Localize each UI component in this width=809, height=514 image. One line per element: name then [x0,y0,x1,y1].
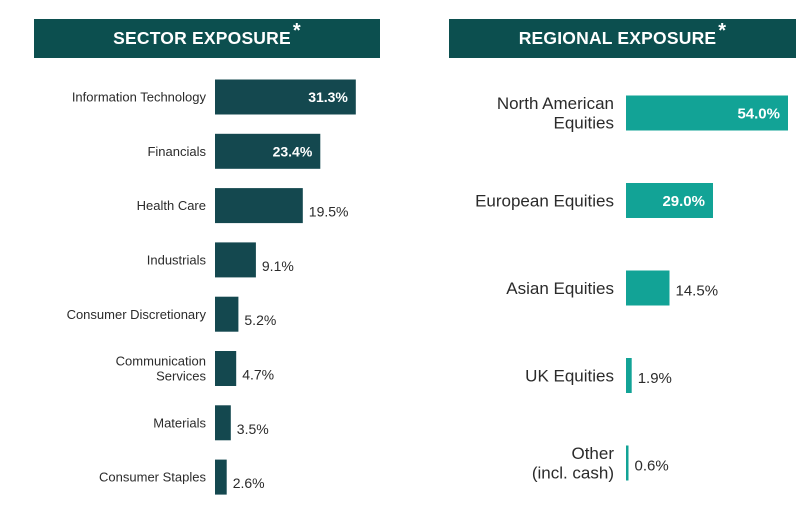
sector-category-label: Consumer Staples [99,470,206,485]
sector-category-label: Communication Services [116,354,207,384]
sector-bar-consumer-staples [215,459,227,495]
sector-category-label: Industrials [147,252,207,267]
region-value-label: 29.0% [662,193,705,210]
region-value-label: 14.5% [676,282,719,299]
sector-category-label: Information Technology [72,90,207,105]
regional-exposure-header: REGIONAL EXPOSURE * [449,19,796,58]
region-category-label: Other (incl. cash) [532,444,615,483]
region-value-label: 1.9% [638,370,672,387]
sector-bar-industrials [215,242,256,278]
sector-bar-information-technology [215,79,356,115]
regional-exposure-chart: North American Equities 54.0% European Equi… [475,94,788,483]
region-category-label: Asian Equities [506,279,614,298]
sector-value-label: 5.2% [244,312,276,328]
region-bar-asian-equities [626,270,670,306]
region-bar-european-equities [626,183,713,218]
regional-title-asterisk: * [718,20,727,42]
sector-title-asterisk: * [292,20,301,42]
sector-bar-materials [215,405,231,441]
region-bar-other-incl-cash [626,445,629,481]
region-bar-uk-equities [626,358,632,393]
sector-exposure-chart: Information Technology 31.3% Financials 23.… [67,79,356,495]
sector-value-label: 31.3% [308,89,348,105]
sector-value-label: 19.5% [309,204,349,220]
regional-exposure-title: REGIONAL EXPOSURE [518,28,717,48]
sector-value-label: 23.4% [273,143,313,159]
region-category-label: North American Equities [497,94,614,133]
sector-bar-financials [215,133,321,169]
sector-bar-health-care [215,188,303,224]
sector-value-label: 3.5% [237,421,269,437]
sector-exposure-header: SECTOR EXPOSURE * [34,19,380,58]
region-category-label: European Equities [475,191,614,210]
sector-value-label: 9.1% [262,258,294,274]
region-category-label: UK Equities [525,366,614,385]
sector-category-label: Health Care [137,198,206,213]
region-value-label: 0.6% [635,457,669,474]
sector-category-label: Consumer Discretionary [67,307,207,322]
sector-value-label: 4.7% [242,367,274,383]
sector-category-label: Financials [147,144,206,159]
sector-category-label: Materials [153,415,206,430]
sector-value-label: 2.6% [233,475,265,491]
region-value-label: 54.0% [737,105,780,122]
sector-bar-communication-services [215,351,237,386]
sector-exposure-title: SECTOR EXPOSURE [113,28,291,48]
sector-bar-consumer-discretionary [215,296,239,332]
region-bar-north-american-equities [626,95,788,131]
